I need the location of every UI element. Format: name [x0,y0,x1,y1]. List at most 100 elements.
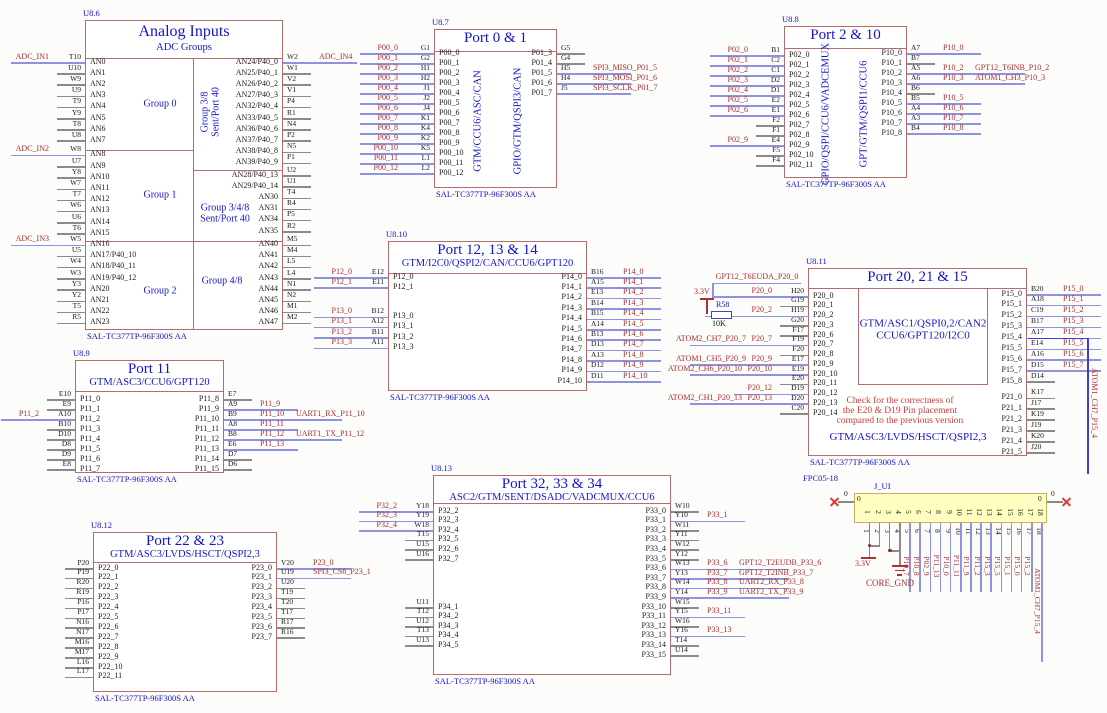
net-label[interactable]: P13_3 [331,337,352,347]
pin-wire-R19[interactable] [65,597,93,600]
pin-wire-Y9[interactable] [57,118,85,120]
pin-wire-U1[interactable] [283,186,311,188]
connector-pin-wire[interactable] [980,523,982,592]
connector-pin-wire[interactable] [919,523,921,592]
pin-wire-D7[interactable] [224,459,252,461]
pin-wire-E9[interactable] [47,409,75,411]
net-label[interactable]: P11_12 [260,428,285,438]
pin-wire-B13[interactable] [587,339,661,341]
connector-pin-wire[interactable] [1000,523,1003,592]
pin-wire-F2[interactable] [756,125,784,127]
pin-wire-Y15[interactable] [671,616,745,619]
pin-wire-J17[interactable] [1027,408,1055,410]
net-label[interactable]: P33_11 [707,606,732,616]
net-label[interactable]: P15_0 [1013,556,1023,576]
net-label[interactable]: P00_5 [377,92,398,102]
net-label[interactable]: P33_13 [707,625,732,635]
pin-wire-W9[interactable] [57,84,85,86]
pin-wire-Y14[interactable] [671,597,789,599]
pin-wire-B6[interactable] [907,93,935,95]
pin-wire-J1[interactable] [360,93,434,95]
net-label[interactable]: P14_4 [623,308,644,318]
pin-wire-G1[interactable] [360,53,434,55]
pin-wire-W2[interactable] [283,62,357,64]
net-label[interactable]: P15_3 [982,556,992,576]
pin-wire-T14[interactable] [671,645,699,647]
pin-wire-E10[interactable] [47,399,75,401]
net-label[interactable]: P02_6 [727,104,748,114]
pin-wire-U20[interactable] [277,587,305,590]
component-U8.12[interactable] [93,532,277,692]
pin-wire-F4[interactable] [756,165,784,167]
pin-wire-B17[interactable] [1027,326,1101,329]
net-label[interactable]: P33_6 [707,558,728,568]
pin-wire-T5[interactable] [57,311,85,314]
pin-wire-U19[interactable] [277,577,351,580]
net-label[interactable]: ATOM1_CH3_P10_3 [975,72,1046,82]
pin-wire-G2[interactable] [360,63,434,65]
pin-wire-P19[interactable] [65,577,93,580]
pin-wire-D1[interactable] [710,95,784,97]
connector-pin-wire[interactable] [949,523,952,592]
net-label[interactable]: ATOM2_CH6_P20_10 [667,363,742,373]
net-label[interactable]: GPT12_T2INB_P33_7 [739,567,814,577]
pin-wire-T19[interactable] [277,597,305,600]
net-label[interactable]: P14_5 [623,318,644,328]
pin-wire-B5[interactable] [907,103,981,105]
pin-wire-H5[interactable] [557,73,631,75]
net-label[interactable]: SPI3_MOSI_P01_6 [593,72,658,82]
pin-wire-P20[interactable] [65,568,93,570]
pin-wire-D11[interactable] [587,381,661,383]
net-label[interactable]: P11_11 [260,418,284,428]
pin-wire-K2[interactable] [360,143,434,145]
pin-wire-W14[interactable] [671,587,789,590]
net-label[interactable]: P14_1 [623,276,644,286]
net-label[interactable]: P02_4 [727,84,748,94]
pin-wire-W10[interactable] [671,511,699,513]
connector-stub[interactable] [838,501,854,503]
net-label[interactable]: P15_2 [1063,305,1084,315]
pin-wire-W13[interactable] [671,568,789,571]
pin-wire-W12[interactable] [671,549,699,551]
connector-pin-wire[interactable] [970,523,972,592]
pin-wire-D12[interactable] [587,370,661,373]
net-label[interactable]: UART1_RX_P11_10 [296,408,365,418]
net-label[interactable]: ATOM1_CH7_P15_4 [1033,568,1043,634]
pin-wire-J19[interactable] [1027,430,1055,432]
pin-wire-D9[interactable] [47,459,75,461]
connector-stub[interactable] [1047,501,1063,503]
net-label[interactable]: SPI3_CS6_P23_1 [313,567,371,577]
pin-wire-E2[interactable] [710,105,784,107]
pin-wire-Y2[interactable] [57,300,85,303]
pin-wire-K20[interactable] [1027,441,1055,443]
connector-pin-wire[interactable] [1010,523,1013,592]
pin-wire-J2[interactable] [360,103,434,105]
pin-wire-U2[interactable] [283,175,311,177]
pin-wire-E14[interactable] [1027,348,1101,350]
power-stub[interactable] [868,545,871,557]
net-label[interactable]: P13_0 [331,306,352,316]
pin-wire-Y13[interactable] [671,578,789,580]
pin-wire-K1[interactable] [360,123,434,125]
pin-wire-E12[interactable] [314,277,388,279]
pin-wire-B4[interactable] [907,133,981,135]
pin-wire-U16[interactable] [405,559,433,561]
connector-pin-wire[interactable] [1020,523,1023,592]
pin-wire-V20[interactable] [277,568,351,570]
pin-wire-K19[interactable] [1027,419,1055,421]
net-label[interactable]: P14_9 [623,360,644,370]
connector-pin-wire[interactable] [909,523,911,592]
wire-segment[interactable] [712,282,714,298]
net-label[interactable]: P11_2 [18,408,39,418]
pin-wire-U9[interactable] [57,95,85,98]
pin-wire-W16[interactable] [671,626,699,628]
pin-wire-E8[interactable] [47,469,75,471]
net-label[interactable]: P10_8 [943,122,964,132]
power-join[interactable] [868,545,881,547]
pin-wire-A16[interactable] [1027,359,1101,361]
pin-wire-A11[interactable] [314,347,388,350]
pin-wire-T9[interactable] [57,106,85,109]
pin-wire-U6[interactable] [57,222,85,224]
net-label[interactable]: GPT12_T6EUDA_P20_0 [715,271,799,281]
pin-wire-T17[interactable] [277,617,305,619]
